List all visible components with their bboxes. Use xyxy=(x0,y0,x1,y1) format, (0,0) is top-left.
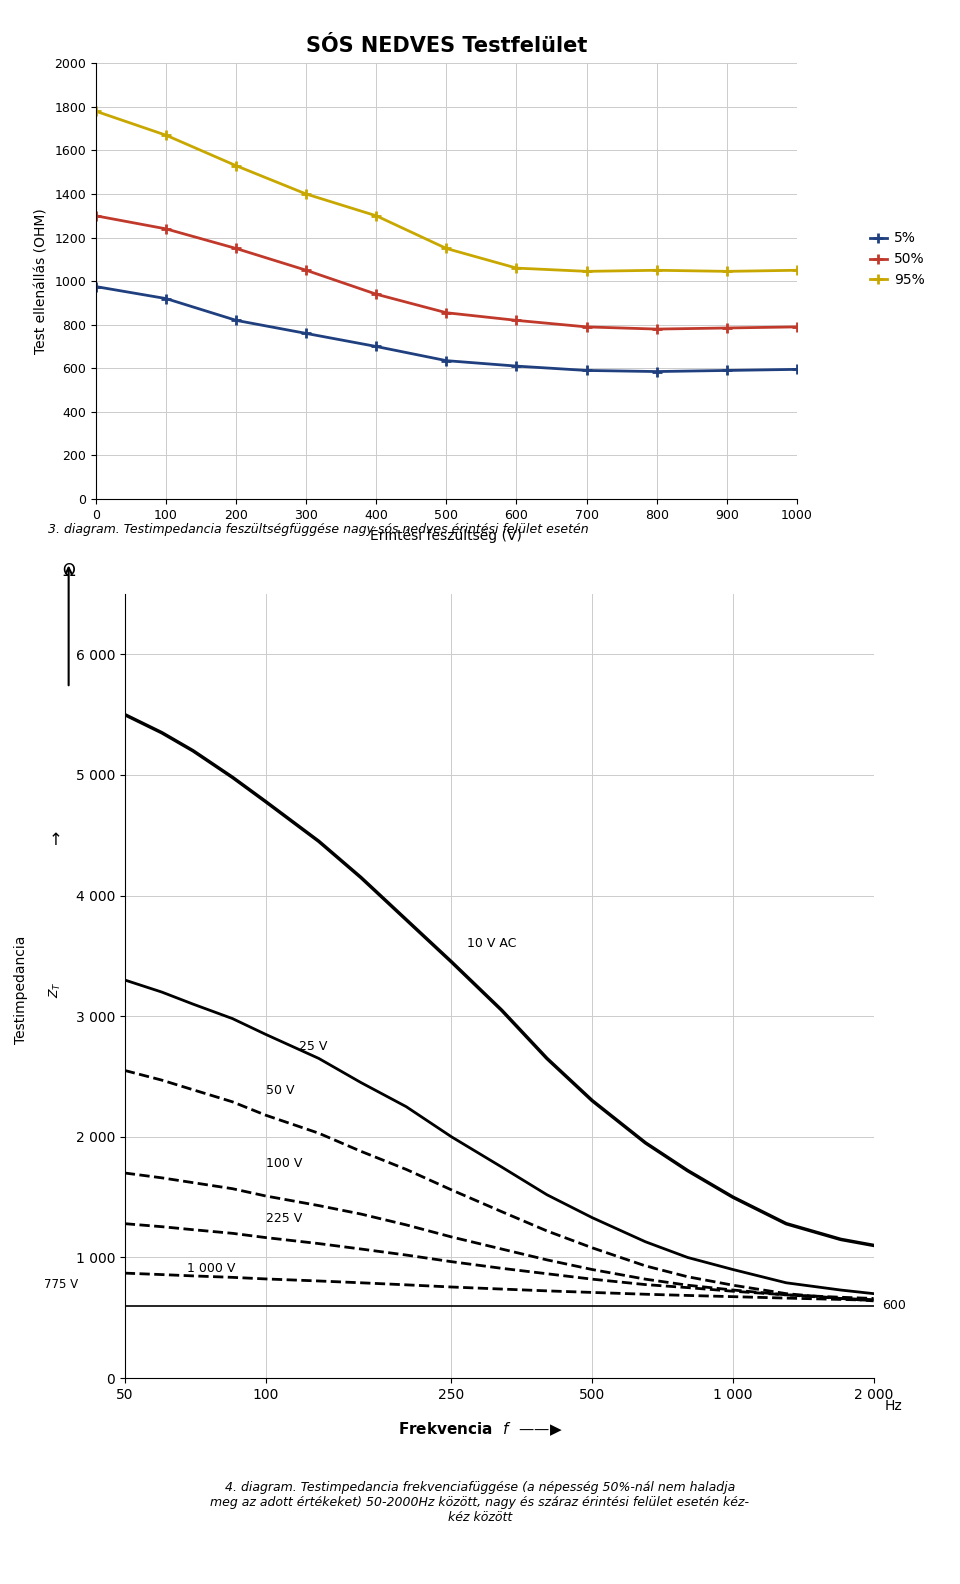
50% xyxy=(160,219,172,238)
5% xyxy=(160,288,172,307)
Text: 225 V: 225 V xyxy=(266,1212,301,1226)
Text: 4. diagram. Testimpedancia frekvenciafüggése (a népesség 50%-nál nem haladja
meg: 4. diagram. Testimpedancia frekvenciafüg… xyxy=(210,1481,750,1524)
5% xyxy=(581,361,592,380)
95% xyxy=(160,125,172,144)
95% xyxy=(721,261,732,280)
Text: 50 V: 50 V xyxy=(266,1085,294,1098)
50% xyxy=(791,317,803,336)
95% xyxy=(791,261,803,280)
95% xyxy=(371,206,382,225)
5% xyxy=(441,352,452,371)
95% xyxy=(581,261,592,280)
95% xyxy=(651,261,662,280)
50% xyxy=(230,239,242,258)
Text: Hz: Hz xyxy=(885,1399,902,1413)
Y-axis label: Test ellenállás (OHM): Test ellenállás (OHM) xyxy=(35,208,49,355)
Text: ↑: ↑ xyxy=(49,830,62,849)
50% xyxy=(511,310,522,329)
X-axis label: Érintési feszültség (V): Érintési feszültség (V) xyxy=(371,527,522,543)
5% xyxy=(511,356,522,375)
5% xyxy=(300,323,312,342)
95% xyxy=(300,184,312,203)
50% xyxy=(651,320,662,339)
50% xyxy=(300,261,312,280)
95% xyxy=(230,157,242,176)
Legend: 5%, 50%, 95%: 5%, 50%, 95% xyxy=(865,227,930,293)
Text: Ω: Ω xyxy=(62,562,75,580)
Text: 10 V AC: 10 V AC xyxy=(468,938,516,950)
5% xyxy=(230,310,242,329)
Line: 50%: 50% xyxy=(91,211,802,334)
95% xyxy=(90,101,102,120)
5% xyxy=(721,361,732,380)
Line: 95%: 95% xyxy=(91,106,802,276)
Text: $Z_T$: $Z_T$ xyxy=(48,982,63,998)
Text: 3. diagram. Testimpedancia feszültségfüggése nagy sós nedves érintési felület es: 3. diagram. Testimpedancia feszültségfüg… xyxy=(48,523,588,535)
5% xyxy=(651,363,662,382)
Text: 100 V: 100 V xyxy=(266,1156,301,1171)
Text: 25 V: 25 V xyxy=(300,1039,327,1053)
95% xyxy=(441,239,452,258)
50% xyxy=(90,206,102,225)
5% xyxy=(371,337,382,356)
95% xyxy=(511,258,522,277)
Text: 600: 600 xyxy=(882,1299,906,1312)
Text: Frekvencia  $f$  ——▶: Frekvencia $f$ ——▶ xyxy=(397,1419,563,1438)
Title: SÓS NEDVES Testfelület: SÓS NEDVES Testfelület xyxy=(305,36,588,57)
50% xyxy=(371,285,382,304)
50% xyxy=(581,317,592,336)
Text: 775 V: 775 V xyxy=(44,1278,79,1291)
50% xyxy=(441,303,452,322)
Text: Testimpedancia: Testimpedancia xyxy=(14,936,28,1044)
Line: 5%: 5% xyxy=(91,282,802,377)
5% xyxy=(791,360,803,379)
5% xyxy=(90,277,102,296)
Text: 1 000 V: 1 000 V xyxy=(187,1262,235,1275)
50% xyxy=(721,318,732,337)
